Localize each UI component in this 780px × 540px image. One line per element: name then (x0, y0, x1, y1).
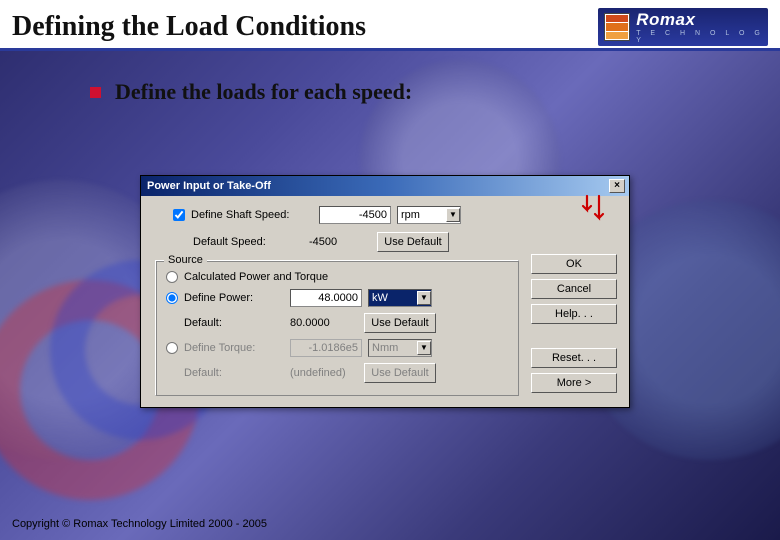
use-default-power-button[interactable]: Use Default (364, 313, 436, 333)
power-default-label: Default: (184, 317, 284, 329)
reset-button[interactable]: Reset. . . (531, 348, 617, 368)
help-button[interactable]: Help. . . (531, 304, 617, 324)
logo-brand: Romax (636, 10, 768, 30)
subtitle: Define the loads for each speed: (115, 79, 412, 105)
torque-default-value: (undefined) (290, 367, 358, 379)
torque-unit: Nmm (372, 342, 398, 354)
shaft-speed-unit-dropdown[interactable]: rpm ▼ (397, 206, 461, 224)
close-icon[interactable]: × (609, 179, 625, 193)
chevron-down-icon: ▼ (417, 291, 431, 305)
shaft-speed-input[interactable] (319, 206, 391, 224)
annotation-arrows-icon (581, 194, 611, 224)
shaft-speed-unit: rpm (401, 209, 420, 221)
define-torque-radio[interactable] (166, 342, 178, 354)
torque-input (290, 339, 362, 357)
power-input[interactable] (290, 289, 362, 307)
default-speed-label: Default Speed: (193, 236, 303, 248)
power-default-value: 80.0000 (290, 317, 358, 329)
logo-icon (604, 13, 630, 41)
define-power-label: Define Power: (184, 292, 284, 304)
chevron-down-icon: ▼ (417, 341, 431, 355)
page-title: Defining the Load Conditions (12, 11, 366, 43)
more-button[interactable]: More > (531, 373, 617, 393)
source-legend: Source (164, 254, 207, 266)
bullet-icon (90, 87, 101, 98)
shaft-speed-label: Define Shaft Speed: (191, 209, 313, 221)
cancel-button[interactable]: Cancel (531, 279, 617, 299)
logo-tagline: T E C H N O L O G Y (636, 30, 768, 44)
calculated-label: Calculated Power and Torque (184, 271, 328, 283)
dialog-titlebar[interactable]: Power Input or Take-Off × (141, 176, 629, 196)
romax-logo: Romax T E C H N O L O G Y (598, 8, 768, 46)
ok-button[interactable]: OK (531, 254, 617, 274)
use-default-torque-button: Use Default (364, 363, 436, 383)
power-unit-dropdown[interactable]: kW ▼ (368, 289, 432, 307)
calculated-radio[interactable] (166, 271, 178, 283)
default-speed-value: -4500 (309, 236, 371, 248)
torque-unit-dropdown: Nmm ▼ (368, 339, 432, 357)
define-shaft-speed-checkbox[interactable] (173, 209, 185, 221)
copyright: Copyright © Romax Technology Limited 200… (12, 518, 267, 530)
slide-header: Defining the Load Conditions Romax T E C… (0, 0, 780, 51)
source-fieldset: Source Calculated Power and Torque Defin… (155, 260, 519, 396)
use-default-speed-button[interactable]: Use Default (377, 232, 449, 252)
power-input-dialog: Power Input or Take-Off × Define Shaft S… (140, 175, 630, 408)
define-torque-label: Define Torque: (184, 342, 284, 354)
define-power-radio[interactable] (166, 292, 178, 304)
torque-default-label: Default: (184, 367, 284, 379)
chevron-down-icon: ▼ (446, 208, 460, 222)
subheading: Define the loads for each speed: (0, 51, 780, 115)
power-unit: kW (372, 292, 388, 304)
dialog-title: Power Input or Take-Off (147, 180, 271, 192)
